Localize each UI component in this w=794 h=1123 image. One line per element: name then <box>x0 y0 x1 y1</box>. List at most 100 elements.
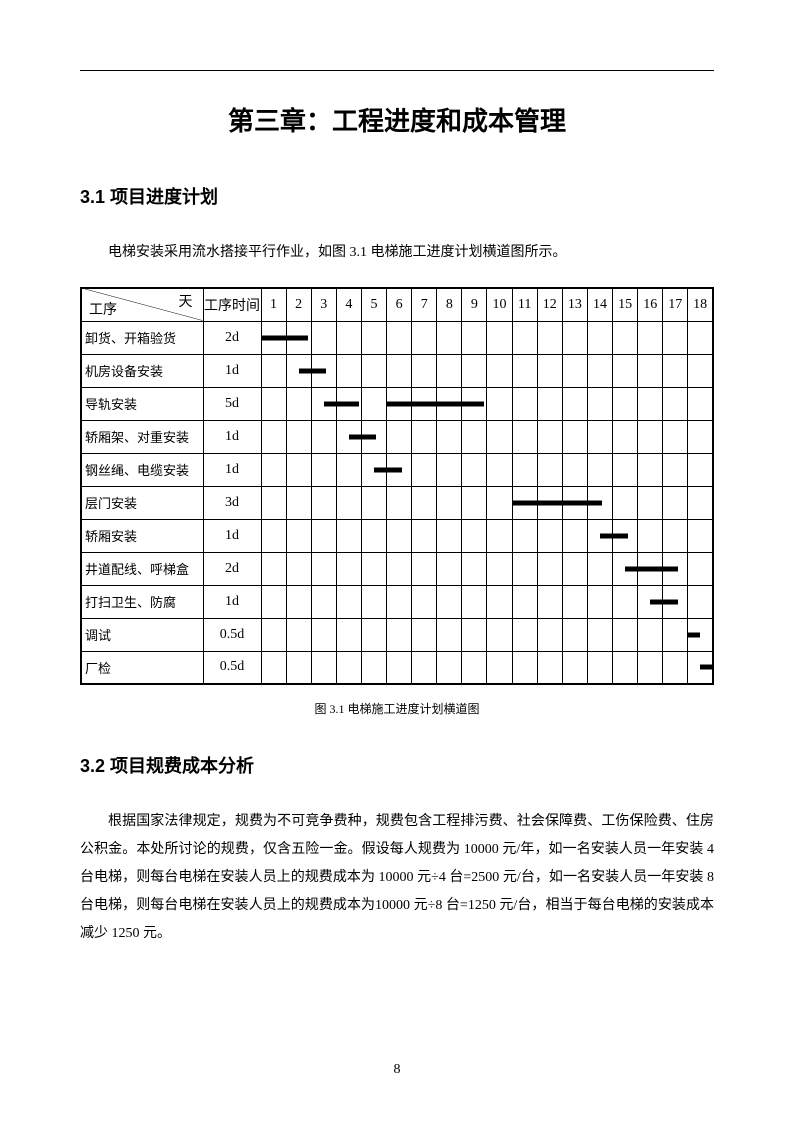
gantt-cell <box>663 387 688 420</box>
gantt-cell <box>613 387 638 420</box>
gantt-cell <box>613 585 638 618</box>
gantt-cell <box>537 651 562 684</box>
gantt-cell <box>663 618 688 651</box>
gantt-cell <box>537 486 562 519</box>
gantt-row: 导轨安装5d <box>81 387 713 420</box>
gantt-cell <box>412 354 437 387</box>
gantt-cell <box>638 519 663 552</box>
gantt-chart: 天工序工序时间123456789101112131415161718卸货、开箱验… <box>80 287 714 685</box>
gantt-cell <box>437 552 462 585</box>
gantt-cell <box>562 519 587 552</box>
gantt-duration: 2d <box>203 552 261 585</box>
gantt-cell <box>587 519 612 552</box>
gantt-row: 钢丝绳、电缆安装1d <box>81 453 713 486</box>
gantt-cell <box>286 618 311 651</box>
chapter-title: 第三章：工程进度和成本管理 <box>80 101 714 138</box>
gantt-cell <box>361 651 386 684</box>
gantt-cell <box>562 420 587 453</box>
gantt-cell <box>512 453 537 486</box>
gantt-cell <box>613 618 638 651</box>
gantt-header-duration: 工序时间 <box>203 288 261 321</box>
gantt-cell <box>361 420 386 453</box>
gantt-day-header: 10 <box>487 288 512 321</box>
gantt-cell <box>261 618 286 651</box>
gantt-cell <box>336 321 361 354</box>
gantt-cell <box>336 453 361 486</box>
gantt-cell <box>412 453 437 486</box>
gantt-task-name: 井道配线、呼梯盒 <box>81 552 203 585</box>
gantt-cell <box>562 651 587 684</box>
gantt-duration: 2d <box>203 321 261 354</box>
gantt-cell <box>587 321 612 354</box>
gantt-row: 厂检0.5d <box>81 651 713 684</box>
gantt-duration: 1d <box>203 519 261 552</box>
gantt-task-name: 调试 <box>81 618 203 651</box>
gantt-task-name: 导轨安装 <box>81 387 203 420</box>
gantt-day-header: 2 <box>286 288 311 321</box>
gantt-cell <box>487 387 512 420</box>
gantt-cell <box>562 321 587 354</box>
gantt-cell <box>613 519 638 552</box>
gantt-cell <box>587 420 612 453</box>
gantt-cell <box>487 519 512 552</box>
gantt-cell <box>261 486 286 519</box>
gantt-cell <box>638 552 663 585</box>
gantt-cell <box>412 618 437 651</box>
gantt-cell <box>286 552 311 585</box>
gantt-cell <box>587 387 612 420</box>
gantt-cell <box>613 486 638 519</box>
gantt-row: 卸货、开箱验货2d <box>81 321 713 354</box>
gantt-cell <box>336 651 361 684</box>
gantt-cell <box>286 453 311 486</box>
gantt-day-header: 16 <box>638 288 663 321</box>
gantt-cell <box>412 651 437 684</box>
page-number: 8 <box>0 1062 794 1078</box>
gantt-cell <box>387 651 412 684</box>
gantt-cell <box>537 519 562 552</box>
gantt-cell <box>387 453 412 486</box>
gantt-cell <box>462 618 487 651</box>
gantt-cell <box>638 486 663 519</box>
gantt-cell <box>613 321 638 354</box>
gantt-day-header: 11 <box>512 288 537 321</box>
gantt-cell <box>487 453 512 486</box>
gantt-cell <box>336 552 361 585</box>
gantt-cell <box>437 486 462 519</box>
gantt-cell <box>688 486 713 519</box>
gantt-cell <box>663 420 688 453</box>
gantt-cell <box>663 651 688 684</box>
gantt-cell <box>537 552 562 585</box>
gantt-cell <box>412 387 437 420</box>
gantt-cell <box>387 321 412 354</box>
gantt-cell <box>462 453 487 486</box>
gantt-cell <box>462 420 487 453</box>
gantt-cell <box>261 387 286 420</box>
gantt-cell <box>437 387 462 420</box>
gantt-day-header: 6 <box>387 288 412 321</box>
gantt-cell <box>311 387 336 420</box>
gantt-cell <box>361 618 386 651</box>
gantt-cell <box>437 585 462 618</box>
gantt-day-header: 4 <box>336 288 361 321</box>
gantt-row: 轿厢安装1d <box>81 519 713 552</box>
gantt-cell <box>487 420 512 453</box>
gantt-cell <box>261 552 286 585</box>
gantt-cell <box>311 420 336 453</box>
gantt-cell <box>437 453 462 486</box>
section-3-1-title: 3.1 项目进度计划 <box>80 183 714 209</box>
gantt-cell <box>613 552 638 585</box>
gantt-cell <box>537 420 562 453</box>
gantt-cell <box>361 552 386 585</box>
gantt-cell <box>462 387 487 420</box>
gantt-row: 轿厢架、对重安装1d <box>81 420 713 453</box>
gantt-cell <box>387 486 412 519</box>
gantt-cell <box>286 420 311 453</box>
gantt-duration: 1d <box>203 420 261 453</box>
gantt-cell <box>336 585 361 618</box>
gantt-cell <box>562 486 587 519</box>
gantt-cell <box>387 420 412 453</box>
gantt-cell <box>512 321 537 354</box>
gantt-cell <box>663 519 688 552</box>
gantt-cell <box>412 420 437 453</box>
gantt-cell <box>261 651 286 684</box>
